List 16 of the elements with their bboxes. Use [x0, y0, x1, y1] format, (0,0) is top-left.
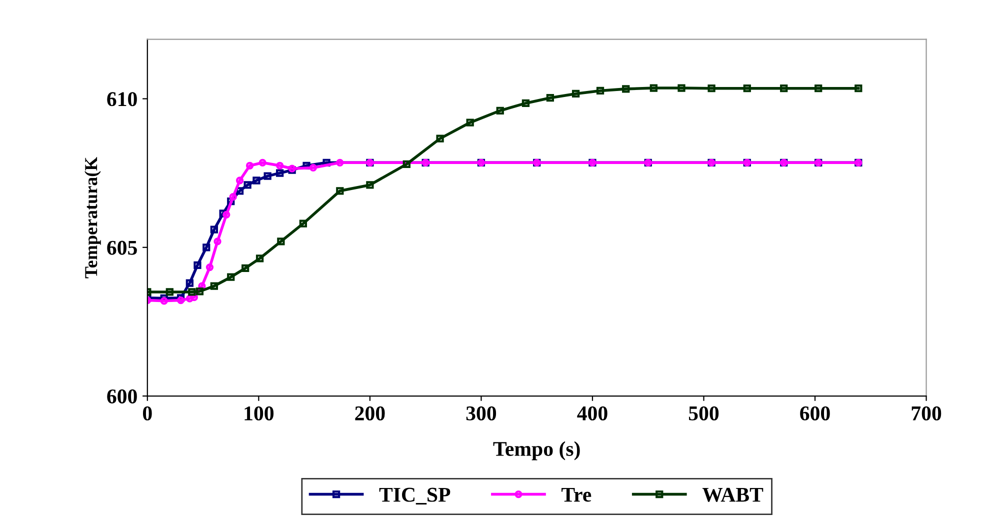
- x-tick-label: 700: [912, 406, 942, 420]
- y-axis-title: Temperatura(K: [84, 156, 101, 278]
- y-tick-label: 605: [107, 240, 137, 255]
- x-tick-label: 300: [466, 406, 496, 420]
- legend-label: WABT: [702, 488, 764, 502]
- x-tick-label: 400: [577, 406, 608, 420]
- y-tick-label: 600: [107, 389, 137, 404]
- x-axis-title: Tempo (s): [493, 441, 580, 460]
- legend-label: Tre: [562, 488, 592, 502]
- x-tick-label: 600: [800, 406, 830, 420]
- x-tick-label: 200: [355, 406, 385, 420]
- x-tick-label: 0: [142, 406, 152, 420]
- y-tick-label: 610: [107, 92, 137, 106]
- x-tick-label: 500: [688, 406, 719, 420]
- x-tick-label: 100: [244, 406, 274, 420]
- legend-label: TIC_SP: [379, 488, 450, 504]
